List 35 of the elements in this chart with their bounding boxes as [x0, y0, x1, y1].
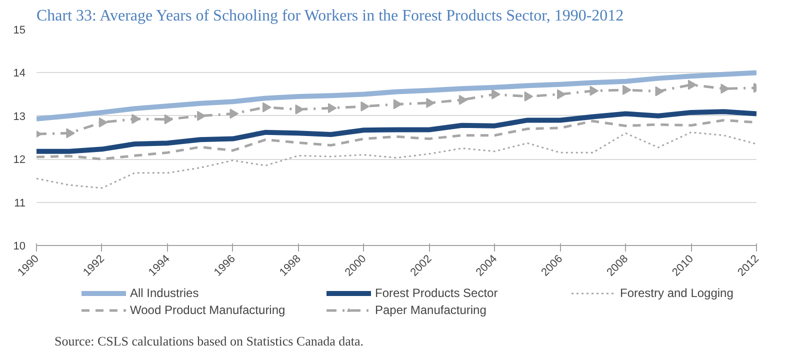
point — [98, 117, 108, 128]
point — [360, 101, 370, 112]
point — [393, 99, 402, 110]
legend-label: All Industries — [130, 286, 200, 300]
point — [230, 108, 239, 119]
point — [295, 104, 304, 114]
y-tick-label: 13 — [13, 110, 26, 123]
y-tick-label: 11 — [14, 197, 26, 210]
point — [426, 98, 435, 108]
point — [688, 80, 697, 90]
point — [622, 84, 632, 95]
source-note: Source: CSLS calculations based on Statistics Canada data. — [54, 334, 364, 348]
point — [164, 114, 174, 124]
y-tick-label: 10 — [13, 240, 26, 252]
y-tick-label: 12 — [13, 154, 26, 166]
y-tick-label: 15 — [13, 24, 26, 36]
line-series — [36, 132, 756, 189]
point — [557, 89, 566, 100]
chart-title: Chart 33: Average Years of Schooling for Workers in the Forest Products Sector, 1990-2012 — [36, 8, 624, 24]
y-tick-label: 14 — [13, 68, 26, 80]
point — [458, 94, 468, 105]
point — [492, 89, 500, 100]
legend-label: Paper Manufacturing — [375, 303, 488, 317]
point — [197, 110, 206, 121]
point — [720, 84, 730, 94]
point — [132, 114, 140, 124]
point — [66, 128, 75, 138]
point — [655, 86, 664, 96]
legend-label: Forest Products Sector — [375, 286, 499, 300]
legend-label: Wood Product Manufacturing — [130, 303, 286, 317]
point — [524, 91, 534, 102]
point — [262, 102, 272, 112]
legend-label: Forestry and Logging — [620, 286, 734, 300]
point — [328, 103, 337, 114]
point — [590, 86, 599, 96]
